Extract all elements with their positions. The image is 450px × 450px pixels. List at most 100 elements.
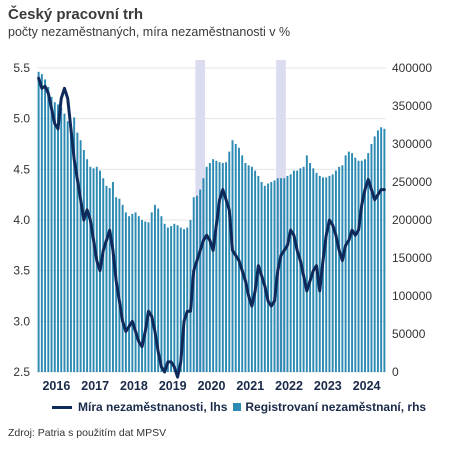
- left-axis-tick-label: 5.0: [13, 112, 30, 126]
- bar: [79, 140, 82, 372]
- bar: [309, 163, 312, 372]
- bar: [92, 168, 95, 372]
- bar: [263, 185, 266, 372]
- bar: [247, 165, 250, 372]
- bar: [273, 180, 276, 372]
- bar: [286, 175, 289, 372]
- line-series: [37, 76, 386, 379]
- bar: [344, 155, 347, 372]
- bar: [86, 159, 89, 372]
- bar: [357, 160, 360, 372]
- right-axis-tick-label: 200000: [392, 213, 432, 227]
- bar: [186, 227, 189, 372]
- bar: [157, 208, 160, 372]
- bar: [179, 227, 182, 372]
- bar: [76, 132, 79, 372]
- bar: [367, 153, 370, 372]
- bar: [131, 213, 134, 372]
- bar: [244, 163, 247, 372]
- bar: [221, 163, 224, 372]
- left-axis-tick-label: 3.5: [13, 264, 30, 278]
- bar: [102, 178, 105, 372]
- bar: [373, 136, 376, 372]
- bar: [212, 159, 215, 372]
- x-axis-tick-label: 2016: [42, 379, 70, 393]
- bar: [341, 165, 344, 372]
- bar: [53, 102, 56, 372]
- bar: [183, 229, 186, 372]
- bar: [95, 166, 98, 372]
- bar: [82, 150, 85, 372]
- bar: [150, 212, 153, 372]
- bar: [289, 174, 292, 372]
- bar: [73, 117, 76, 373]
- x-axis-tick-label: 2021: [236, 379, 264, 393]
- bar-series: [37, 71, 386, 373]
- bar: [60, 107, 63, 373]
- x-axis-tick-label: 2017: [81, 379, 109, 393]
- bar: [208, 163, 211, 372]
- right-axis-tick-label: 50000: [392, 327, 426, 341]
- x-axis-tick-label: 2022: [275, 379, 303, 393]
- bar: [360, 160, 363, 372]
- bar: [37, 71, 40, 373]
- bar: [215, 160, 218, 372]
- bar: [40, 74, 43, 372]
- bar: [141, 220, 143, 372]
- bar: [118, 198, 121, 372]
- x-axis: 2016 2017 2018 2019 2020 2021 2022 2023 2024: [42, 379, 380, 393]
- bar: [137, 216, 140, 372]
- bar: [163, 223, 166, 372]
- right-axis-tick-label: 150000: [392, 251, 432, 265]
- bar: [296, 170, 299, 372]
- bar: [166, 227, 169, 372]
- bar: [128, 216, 131, 372]
- right-axis-tick-label: 250000: [392, 175, 432, 189]
- left-axis-tick-label: 4.0: [13, 213, 30, 227]
- bar: [325, 177, 328, 372]
- left-axis-tick-label: 3.0: [13, 314, 30, 328]
- bar: [280, 178, 282, 372]
- bar: [176, 225, 179, 372]
- chart: 2.5 3.0 3.5 4.0 4.5 5.0 5.5 0 50000 100000 150000…: [13, 60, 432, 393]
- bar: [153, 204, 156, 372]
- bar: [250, 166, 253, 372]
- bar: [299, 168, 302, 372]
- bar: [254, 170, 257, 372]
- bar: [283, 178, 286, 372]
- bar: [380, 127, 383, 372]
- right-axis: 0 50000 100000 150000 200000 250000 300000 3500…: [392, 61, 432, 379]
- bar: [218, 162, 221, 372]
- bar: [134, 212, 137, 372]
- bar: [124, 212, 127, 372]
- bar: [144, 221, 147, 372]
- bar: [47, 87, 50, 372]
- bar: [331, 174, 334, 372]
- bar: [364, 159, 366, 372]
- legend: Míra nezaměstnanosti, lhs Registrovaní n…: [52, 400, 426, 414]
- chart-title: Český pracovní trh: [8, 6, 144, 23]
- right-axis-tick-label: 300000: [392, 137, 432, 151]
- bar: [63, 113, 66, 372]
- bar: [376, 130, 379, 372]
- bar: [66, 121, 69, 372]
- bar: [292, 170, 295, 372]
- bar: [121, 204, 124, 372]
- bar: [199, 189, 202, 372]
- bar: [50, 96, 53, 372]
- right-axis-tick-label: 100000: [392, 289, 432, 303]
- bar: [318, 175, 321, 372]
- bar: [225, 162, 228, 372]
- bar: [267, 183, 270, 372]
- bar: [105, 185, 108, 372]
- bar: [334, 170, 337, 372]
- right-axis-tick-label: 0: [392, 365, 399, 379]
- gridlines: [37, 67, 386, 373]
- bar: [231, 140, 234, 372]
- bar: [147, 222, 150, 372]
- legend-line-swatch: [52, 405, 72, 409]
- bar: [44, 79, 47, 373]
- bar: [69, 125, 72, 372]
- bar: [383, 128, 386, 372]
- bar: [305, 155, 308, 372]
